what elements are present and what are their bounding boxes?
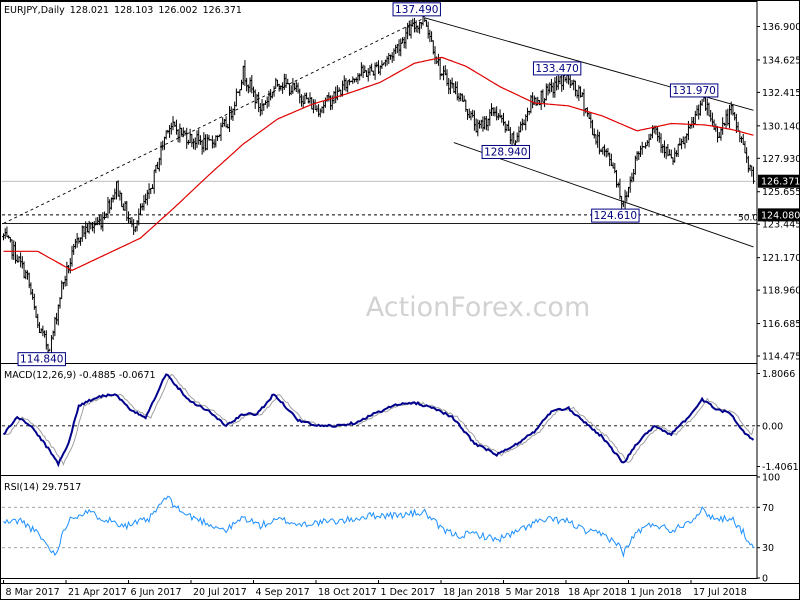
macd-label: MACD(12,26,9) -0.4885 -0.0671 [4, 370, 156, 381]
swing-low-label: 128.940 [481, 144, 530, 159]
rsi-y-tick-label: 0 [762, 574, 768, 585]
swing-high-label-text: 137.490 [395, 4, 438, 16]
swing-low-label-text: 128.940 [484, 146, 527, 158]
x-tick-label: 1 Jun 2018 [631, 587, 682, 598]
watermark-text: ActionForex.com [366, 292, 591, 323]
x-tick-label: 20 Jul 2017 [193, 587, 247, 598]
swing-high-label-text: 131.970 [672, 85, 715, 97]
x-tick-label: 8 Mar 2017 [6, 587, 60, 598]
rsi-y-tick-label: 30 [762, 543, 774, 554]
trendline-1 [3, 17, 425, 224]
ohlc-bar [752, 166, 755, 184]
swing-low-label-box [17, 352, 66, 367]
close-readout: 126.371 [203, 5, 242, 16]
swing-high-label-text: 133.470 [535, 63, 578, 75]
rsi-pane [2, 495, 757, 558]
low-readout: 126.002 [158, 5, 197, 16]
x-tick-label: 6 Jun 2017 [131, 587, 182, 598]
rsi-y-tick-label: 70 [762, 503, 774, 514]
rsi-pane-frame [0, 475, 758, 579]
price-pane: 50.0 137.490 133.470 131.970 114.840 128.940 1… [2, 2, 758, 367]
swing-low-label-box [591, 208, 640, 223]
x-tick-label: 1 Dec 2017 [381, 587, 436, 598]
swing-low-label-text: 124.610 [594, 210, 637, 222]
swing-low-label-text: 114.840 [20, 354, 63, 366]
fibonacci-50-label: 50.0 [738, 213, 758, 223]
trendline-3 [453, 142, 754, 248]
x-tick-label: 5 Mar 2018 [506, 587, 560, 598]
swing-low-label-box [481, 144, 530, 159]
swing-high-label-box [532, 61, 582, 76]
chart-symbol: EURJPY,Daily [4, 5, 65, 16]
price-y-tick-label: 130.140 [762, 121, 800, 132]
price-y-tick-label: 118.960 [762, 286, 800, 297]
swing-high-label: 137.490 [392, 2, 441, 17]
swing-high-label-box [669, 83, 719, 98]
swing-high-label: 131.970 [669, 83, 719, 98]
support-level-badge-text: 124.080 [761, 210, 800, 221]
macd-line [2, 373, 755, 468]
macd-y-tick-label: 1.8066 [762, 369, 795, 380]
price-y-tick-label: 123.445 [762, 220, 800, 231]
support-level-badge-box [758, 208, 800, 222]
macd-y-tick-label: -1.4061 [762, 462, 799, 473]
price-y-tick-label: 132.415 [762, 88, 800, 99]
last-price-badge-text: 126.371 [761, 177, 800, 188]
price-y-tick-label: 114.475 [762, 352, 800, 363]
macd-y-tick-label: 0.00 [762, 421, 783, 432]
swing-high-label: 133.470 [532, 61, 582, 76]
macd-pane [2, 373, 757, 468]
ohlc-bars [2, 15, 755, 360]
moving-average-line [3, 56, 754, 272]
rsi-y-tick-label: 100 [762, 473, 780, 484]
x-tick-label: 21 Apr 2017 [68, 587, 127, 598]
swing-high-label-box [392, 2, 441, 17]
chart-title: EURJPY,Daily 128.021 128.103 126.002 126.371 [4, 5, 242, 16]
x-tick-label: 4 Sep 2017 [256, 587, 310, 598]
x-tick-label: 17 Jul 2018 [693, 587, 747, 598]
price-y-tick-label: 116.685 [762, 319, 800, 330]
price-y-tick-label: 134.625 [762, 55, 800, 66]
swing-low-label: 124.610 [591, 208, 640, 223]
x-tick-label: 18 Oct 2017 [318, 587, 377, 598]
last-price-badge-box [758, 174, 800, 188]
macd-signal-line [3, 373, 754, 466]
high-readout: 128.103 [114, 5, 153, 16]
open-readout: 128.021 [70, 5, 109, 16]
rsi-line [3, 495, 754, 558]
x-tick-label: 18 Jan 2018 [443, 587, 500, 598]
rsi-label: RSI(14) 29.7517 [4, 482, 81, 493]
swing-low-label: 114.840 [17, 352, 66, 367]
price-y-tick-label: 127.930 [762, 154, 800, 165]
x-tick-label: 18 Apr 2018 [568, 587, 627, 598]
price-y-tick-label: 125.655 [762, 187, 800, 198]
price-y-tick-label: 121.170 [762, 253, 800, 264]
price-y-tick-label: 136.900 [762, 22, 800, 33]
